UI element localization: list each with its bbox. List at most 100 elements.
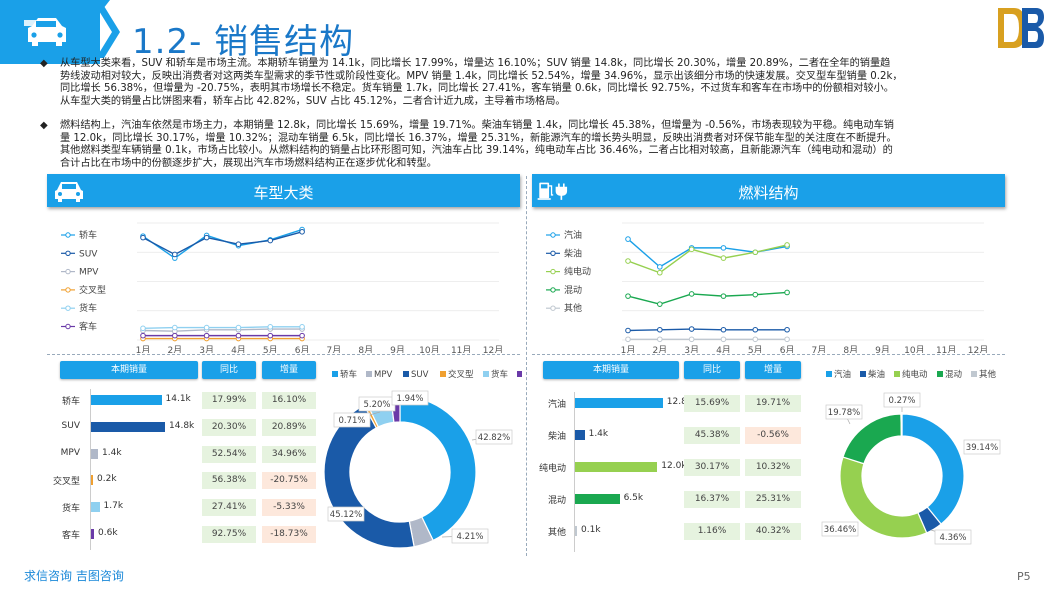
yoy-cell: 1.16% [684,523,740,540]
data-point [203,332,210,339]
data-point [720,255,727,261]
value-bar [575,462,658,472]
row-label: 纯电动 [538,464,566,474]
series-line [627,291,788,305]
legend-marker [550,232,556,238]
yoy-cell: 20.30% [202,418,256,436]
legend-label: MPV [374,370,392,380]
intro-line: 从车型大类来看，SUV 和轿车是市场主流。本期轿车销量为 14.1k，同比增长 … [60,58,891,69]
data-point [784,242,790,248]
bar-value-label: 14.8k [169,420,195,431]
increment-cell: 25.31% [745,491,801,508]
data-point [784,336,790,343]
slice-label: 1.94% [396,394,423,404]
bar-value-label: 12.8k [666,397,693,407]
label-box [475,429,513,445]
yoy-cell: 27.41% [202,499,256,517]
bar-axis [90,389,91,550]
legend-label: 汽油 [834,369,851,380]
slice-label: 39.14% [966,443,998,453]
donut-slice [901,413,965,525]
legend-label: 其他 [564,302,582,314]
data-point [657,336,663,343]
intro-line: 其他燃料类型车辆销量 0.1k，市场占比较小。从燃料结构的销量占比环形图可知，汽… [60,145,893,157]
legend-label: 柴油 [868,369,885,380]
yoy-cell: 56.38% [202,472,256,490]
legend-marker [65,250,71,256]
legend-label: 纯电动 [902,369,928,380]
legend-label: 柴油 [564,247,582,259]
series-line [142,328,303,332]
donut-slice [399,395,477,542]
legend-marker [550,305,556,311]
legend-swatch [366,371,372,377]
series-line [142,228,303,259]
x-tick-label: 5月 [748,345,763,353]
label-box [821,521,859,537]
increment-cell: 10.32% [745,459,801,476]
row-label: 货车 [61,504,80,515]
legend-swatch [483,371,489,377]
increment-cell: 19.71% [745,395,801,412]
row-label: 客车 [61,531,80,541]
table-header-yoy: 同比 [202,361,256,379]
legend-label: 交叉型 [79,284,106,296]
intro-line: 从车型大类的销量占比饼图来看，轿车占比 42.82%，SUV 占比 45.12%… [60,95,566,107]
data-point [752,336,759,343]
data-point [172,324,178,331]
data-point [267,237,274,244]
data-point [235,332,242,339]
series-line [142,326,303,329]
x-tick-label: 6月 [295,345,310,353]
bar-value-label: 0.1k [581,525,601,535]
bar-value-label: 14.1k [165,394,191,404]
data-point [267,324,274,330]
donut-slice [900,413,903,437]
legend-label: 客车 [79,321,97,333]
row-label: 柴油 [547,432,566,442]
x-tick-label: 2月 [652,345,667,353]
legend-swatch [332,371,338,377]
section-title: 车型大类 [253,184,314,202]
x-tick-label: 9月 [390,345,405,353]
legend-marker [65,232,71,238]
x-tick-label: 6月 [780,345,795,353]
x-tick-label: 12月 [483,345,503,353]
slice-label: 45.12% [330,510,362,520]
x-tick-label: 11月 [451,345,471,353]
data-point [752,249,759,256]
x-tick-label: 7月 [812,345,827,353]
row-label: 混动 [547,496,566,506]
row-label: 其他 [547,528,566,538]
slice-label: 0.71% [338,416,365,426]
row-label: SUV [61,420,80,431]
data-point [203,234,210,241]
data-point [625,327,631,334]
donut-slice [842,413,902,465]
car-icon [55,182,83,202]
x-tick-label: 1月 [621,345,636,353]
data-point [172,251,178,258]
value-bar [91,421,165,432]
page-title: 1.2- 销售结构 [132,22,355,62]
data-point [657,269,663,276]
x-tick-label: 4月 [716,345,731,353]
legend-label: 轿车 [340,369,357,380]
increment-cell: 16.10% [262,392,316,409]
data-point [784,289,790,296]
bar-axis [574,392,575,552]
x-tick-label: 2月 [167,345,182,353]
table-header-sales: 本期销量 [60,361,198,379]
data-point [688,326,695,332]
row-label: 交叉型 [52,477,80,488]
legend-label: 货车 [79,302,97,314]
bar-value-label: 0.2k [97,474,117,485]
data-point [299,324,305,330]
data-point [657,301,663,307]
intro-line: 量 12.0k，同比增长 30.17%，增量 10.32%；混动车销量 6.5k… [60,132,897,144]
legend-swatch [894,371,900,377]
value-bar [91,448,98,459]
intro-line: 合计占比在市场中的份额逐步扩大，展现出汽车市场燃料结构正在逐步优化和转型。 [60,157,437,169]
legend-marker [65,305,71,311]
